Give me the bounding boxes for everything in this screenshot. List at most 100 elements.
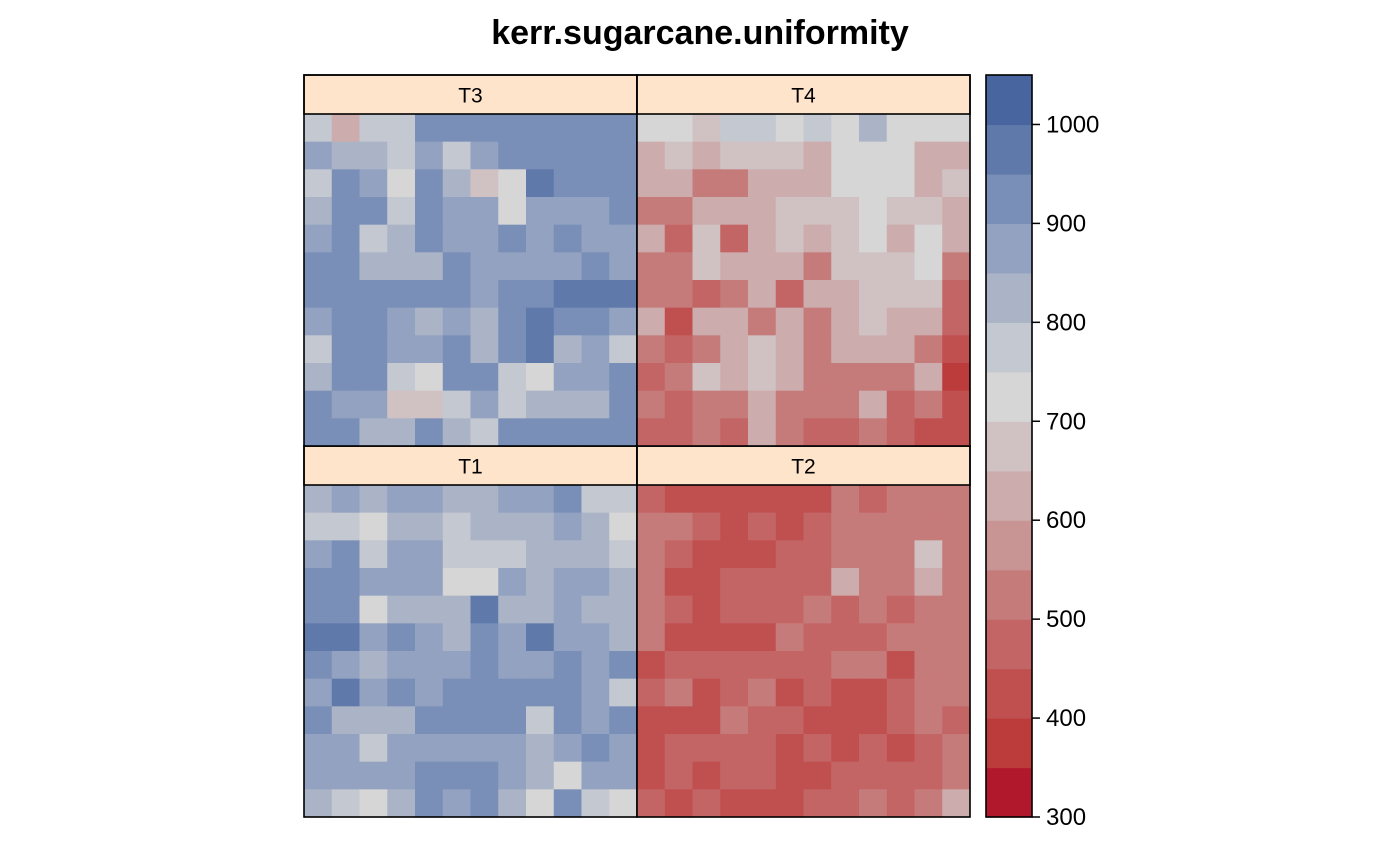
heatmap-cell <box>664 280 694 309</box>
heatmap-cell <box>914 335 943 364</box>
heatmap-cell <box>498 485 527 514</box>
heatmap-cell <box>526 280 555 309</box>
heatmap-cell <box>442 734 472 763</box>
heatmap-cell <box>331 623 361 652</box>
heatmap-cell <box>526 141 555 170</box>
heatmap-cell <box>581 568 610 597</box>
heatmap-cell <box>609 623 638 652</box>
heatmap-cell <box>692 363 721 392</box>
heatmap-cell <box>748 485 777 514</box>
heatmap-cell <box>664 789 694 818</box>
heatmap-cell <box>914 568 943 597</box>
heatmap-cell <box>526 512 555 541</box>
heatmap-cell <box>526 418 555 447</box>
heatmap-cell <box>387 734 416 763</box>
heatmap-cell <box>304 224 333 253</box>
heatmap-cell <box>415 651 444 680</box>
heatmap-cell <box>859 114 888 143</box>
heatmap-cell <box>664 418 694 447</box>
heatmap-cell <box>775 706 805 735</box>
heatmap-cell <box>637 197 666 226</box>
heatmap-cell <box>692 390 721 419</box>
heatmap-cell <box>387 363 416 392</box>
heatmap-cell <box>442 540 472 569</box>
heatmap-cell <box>775 761 805 790</box>
heatmap-cell <box>442 307 472 336</box>
heatmap-cell <box>526 335 555 364</box>
heatmap-cell <box>415 789 444 818</box>
heatmap-cell <box>720 761 749 790</box>
heatmap-cell <box>859 512 888 541</box>
heatmap-cell <box>831 568 860 597</box>
heatmap-cell <box>859 734 888 763</box>
heatmap-cell <box>942 761 971 790</box>
heatmap-cell <box>748 623 777 652</box>
heatmap-cell <box>942 678 971 707</box>
heatmap-cell <box>803 197 832 226</box>
colorbar-segment <box>986 520 1032 571</box>
heatmap-cell <box>914 169 943 198</box>
heatmap-cell <box>692 789 721 818</box>
heatmap-cell <box>831 114 860 143</box>
heatmap-cell <box>775 390 805 419</box>
heatmap-cell <box>470 169 499 198</box>
heatmap-cell <box>331 568 361 597</box>
heatmap-cell <box>609 169 638 198</box>
heatmap-cell <box>775 197 805 226</box>
heatmap-cell <box>331 651 361 680</box>
heatmap-cell <box>803 512 832 541</box>
heatmap-cell <box>720 252 749 281</box>
heatmap-cell <box>609 307 638 336</box>
heatmap-cell <box>331 706 361 735</box>
heatmap-cell <box>886 595 916 624</box>
heatmap-cell <box>415 706 444 735</box>
heatmap-cell <box>748 114 777 143</box>
heatmap-cell <box>803 335 832 364</box>
heatmap-cell <box>720 363 749 392</box>
heatmap-cell <box>914 734 943 763</box>
colorbar-tick-label: 900 <box>1046 210 1086 237</box>
colorbar-segment <box>986 371 1032 422</box>
heatmap-cell <box>359 418 388 447</box>
heatmap-cell <box>442 706 472 735</box>
heatmap-cell <box>914 114 943 143</box>
heatmap-cell <box>331 114 361 143</box>
heatmap-cell <box>831 390 860 419</box>
heatmap-cell <box>886 114 916 143</box>
heatmap-cell <box>748 141 777 170</box>
heatmap-cell <box>442 197 472 226</box>
heatmap-cell <box>415 141 444 170</box>
heatmap-cell <box>470 252 499 281</box>
heatmap-cell <box>526 734 555 763</box>
heatmap-cell <box>609 540 638 569</box>
heatmap-cell <box>442 169 472 198</box>
heatmap-cell <box>304 734 333 763</box>
heatmap-cell <box>442 252 472 281</box>
heatmap-cell <box>886 761 916 790</box>
heatmap-cell <box>526 197 555 226</box>
heatmap-cell <box>359 512 388 541</box>
colorbar-tick-label: 400 <box>1046 705 1086 732</box>
heatmap-cell <box>692 141 721 170</box>
heatmap-cell <box>914 595 943 624</box>
heatmap-cell <box>664 761 694 790</box>
heatmap-cell <box>498 363 527 392</box>
heatmap-cell <box>526 224 555 253</box>
heatmap-cell <box>942 706 971 735</box>
heatmap-cell <box>609 335 638 364</box>
heatmap-cell <box>859 141 888 170</box>
heatmap-cell <box>331 678 361 707</box>
heatmap-cell <box>886 252 916 281</box>
heatmap-cell <box>415 335 444 364</box>
heatmap-cell <box>831 540 860 569</box>
heatmap-cell <box>637 706 666 735</box>
heatmap-cell <box>748 789 777 818</box>
heatmap-cell <box>442 335 472 364</box>
heatmap-cell <box>470 678 499 707</box>
heatmap-cell <box>553 734 583 763</box>
heatmap-cell <box>581 761 610 790</box>
heatmap-cell <box>359 197 388 226</box>
heatmap-cell <box>359 114 388 143</box>
heatmap-cell <box>692 197 721 226</box>
heatmap-cell <box>442 141 472 170</box>
